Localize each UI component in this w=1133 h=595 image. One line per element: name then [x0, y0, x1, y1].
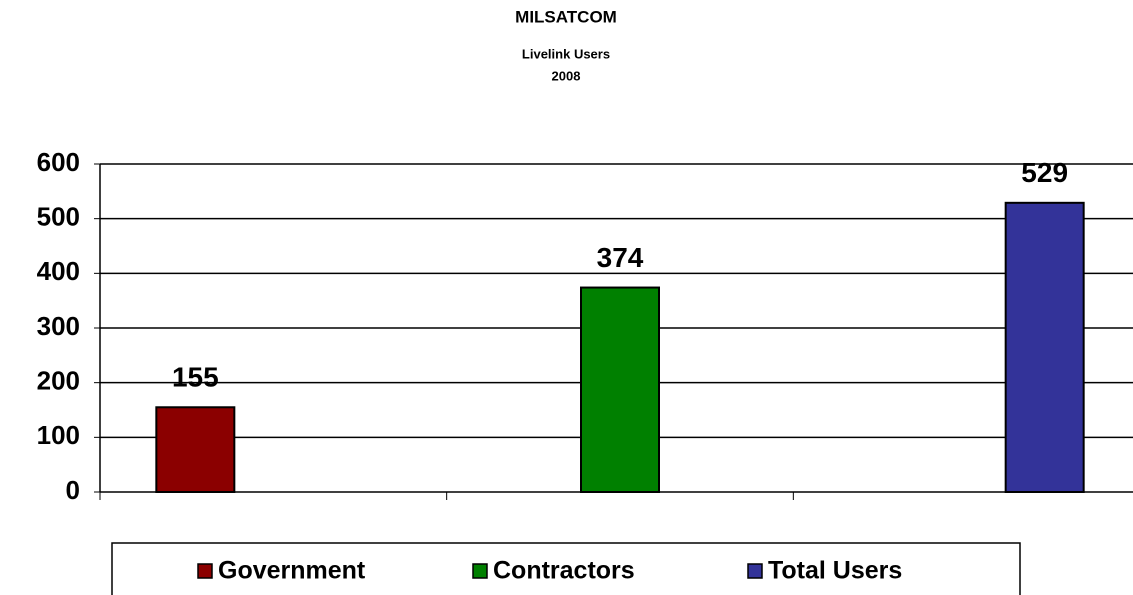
data-label: 374: [597, 242, 644, 273]
data-label: 155: [172, 362, 219, 393]
bar: [1004, 201, 1085, 494]
chart-subtitle: 2008: [552, 68, 581, 83]
legend-label: Total Users: [768, 557, 902, 585]
chart-title: MILSATCOM: [515, 7, 617, 26]
legend-box: [111, 542, 1021, 595]
y-tick-label: 200: [37, 366, 80, 396]
legend-swatch: [747, 563, 763, 579]
y-tick-label: 100: [37, 420, 80, 450]
y-tick-label: 600: [37, 147, 80, 177]
bar: [155, 406, 236, 493]
y-tick-label: 400: [37, 256, 80, 286]
legend-swatch: [472, 563, 488, 579]
bar: [580, 286, 660, 493]
chart-subtitle: Livelink Users: [522, 46, 610, 61]
legend-label: Government: [218, 557, 366, 585]
legend-label: Contractors: [493, 557, 635, 585]
y-tick-label: 500: [37, 202, 80, 232]
data-label: 529: [1021, 157, 1068, 188]
legend-swatch: [197, 563, 213, 579]
y-tick-label: 0: [66, 475, 80, 505]
y-tick-label: 300: [37, 311, 80, 341]
